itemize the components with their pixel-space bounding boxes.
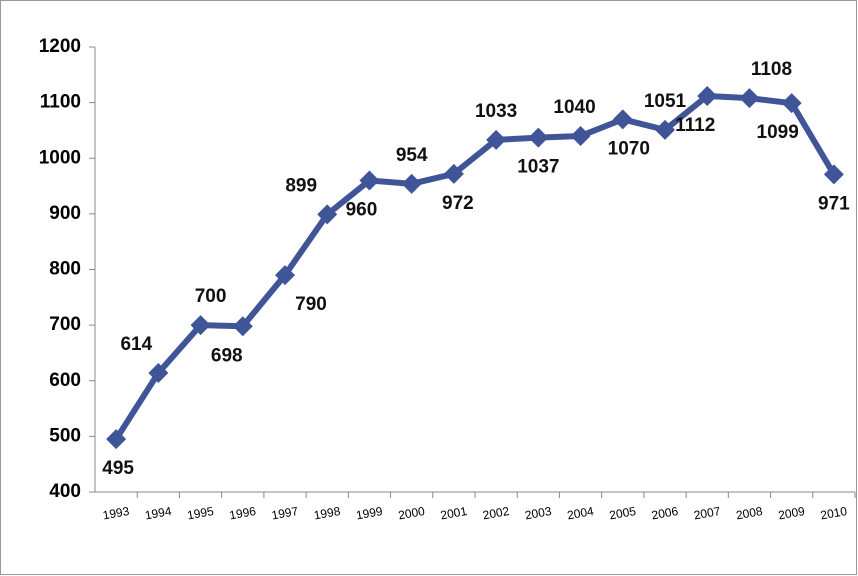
- y-tick-label: 600: [49, 370, 81, 391]
- x-tick-label: 2007: [693, 504, 722, 522]
- marker: [232, 316, 253, 337]
- data-label: 899: [285, 175, 317, 196]
- data-label: 954: [396, 145, 428, 166]
- y-tick-label: 900: [49, 203, 81, 224]
- x-tick-label: 1993: [102, 504, 131, 522]
- marker: [486, 129, 507, 150]
- marker: [528, 127, 549, 148]
- data-label: 971: [818, 193, 850, 214]
- x-tick-label: 1998: [313, 504, 342, 522]
- x-tick-label: 2002: [482, 504, 511, 522]
- data-label: 1040: [553, 97, 595, 118]
- x-tick-label: 1999: [355, 504, 384, 522]
- marker: [781, 93, 802, 114]
- data-label: 1051: [644, 91, 687, 112]
- marker: [739, 88, 760, 109]
- x-tick-label: 1996: [228, 504, 257, 522]
- marker: [443, 163, 464, 184]
- marker: [275, 265, 295, 286]
- y-tick-label: 800: [49, 259, 81, 280]
- marker: [148, 362, 169, 383]
- data-label: 1070: [608, 138, 650, 159]
- x-tick-label: 1995: [186, 504, 215, 522]
- x-tick-label: 2008: [735, 504, 764, 522]
- y-tick-label: 1200: [39, 36, 81, 57]
- x-tick-label: 1994: [144, 504, 173, 522]
- x-tick-label: 2010: [819, 504, 848, 522]
- x-tick-label: 2006: [650, 504, 679, 522]
- x-tick-label: 1997: [270, 504, 299, 522]
- marker: [612, 109, 633, 130]
- y-tick-label: 1000: [39, 147, 81, 168]
- data-label: 495: [102, 458, 134, 479]
- data-label: 1108: [751, 59, 792, 80]
- data-label: 1033: [475, 101, 517, 122]
- x-tick-label: 2000: [397, 504, 426, 522]
- data-label: 1037: [517, 157, 559, 178]
- data-label: 1099: [757, 122, 799, 143]
- data-label: 972: [442, 193, 474, 214]
- marker: [655, 119, 675, 140]
- y-tick-label: 400: [49, 481, 81, 502]
- marker: [570, 126, 591, 146]
- data-label: 790: [295, 294, 327, 315]
- x-tick-label: 2005: [608, 504, 637, 522]
- marker: [697, 85, 718, 106]
- y-tick-label: 1100: [40, 92, 81, 113]
- data-label: 614: [120, 334, 152, 355]
- marker: [190, 315, 211, 336]
- x-tick-label: 2009: [777, 504, 806, 522]
- x-tick-label: 2004: [566, 504, 595, 522]
- y-tick-label: 500: [49, 425, 81, 446]
- data-label: 960: [346, 200, 378, 221]
- data-label: 1112: [675, 115, 715, 136]
- data-label: 698: [211, 345, 243, 366]
- marker: [317, 204, 338, 225]
- x-tick-label: 2003: [524, 504, 553, 522]
- marker: [359, 170, 380, 191]
- marker: [401, 173, 422, 194]
- marker: [106, 429, 127, 450]
- y-tick-label: 700: [49, 314, 81, 335]
- marker: [823, 164, 844, 185]
- data-label: 700: [195, 286, 227, 307]
- x-tick-label: 2001: [439, 504, 468, 522]
